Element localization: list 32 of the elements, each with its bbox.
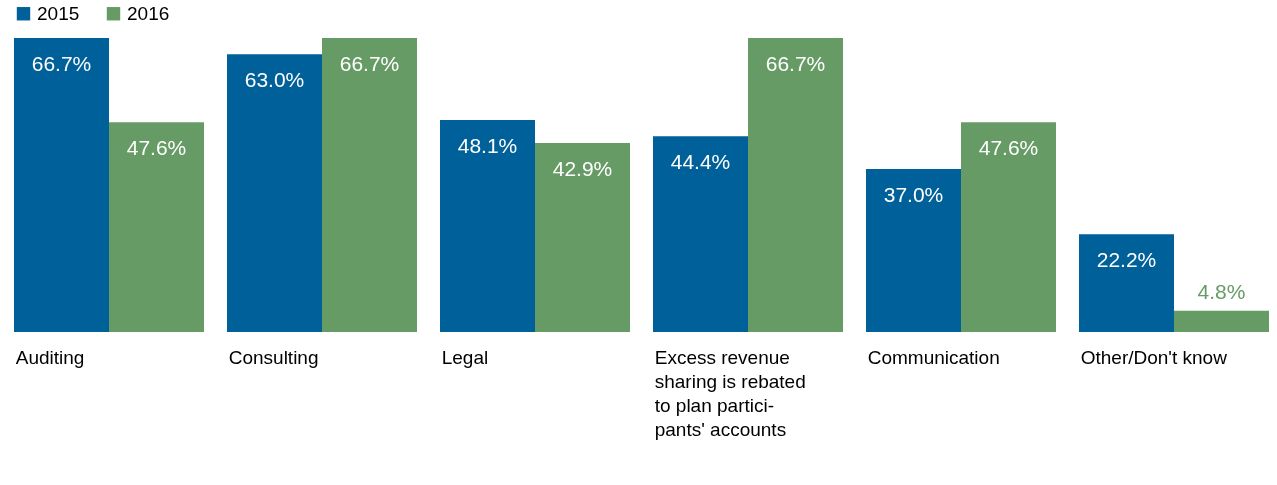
- data-label: 4.8%: [1197, 279, 1246, 303]
- data-label: 37.0%: [883, 182, 944, 206]
- data-label: 47.6%: [126, 136, 187, 160]
- x-tick-label: Excess revenue sharing is rebated to plan partici- pants' accounts: [654, 346, 806, 440]
- bar: [961, 122, 1056, 332]
- data-label: 48.1%: [457, 133, 518, 157]
- data-label: 47.6%: [978, 136, 1039, 160]
- data-label: 22.2%: [1096, 248, 1157, 272]
- bar: [748, 38, 843, 332]
- data-label: 66.7%: [339, 52, 400, 75]
- bar: [14, 38, 109, 332]
- data-label: 66.7%: [31, 52, 92, 75]
- x-tick-label: Auditing: [15, 346, 85, 368]
- data-label: 66.7%: [765, 52, 826, 75]
- x-tick-label: Legal: [441, 346, 489, 368]
- x-tick-label: Other/Don't know: [1080, 346, 1228, 368]
- data-label: 63.0%: [244, 68, 305, 92]
- x-tick-label: Consulting: [228, 346, 319, 368]
- data-label: 44.4%: [670, 150, 731, 174]
- data-label: 42.9%: [552, 156, 613, 180]
- bar: [109, 122, 204, 332]
- bar: [535, 142, 630, 332]
- bar: [440, 119, 535, 332]
- legend-label: 2015: [37, 2, 80, 24]
- bar: [227, 54, 322, 332]
- bar: [1079, 234, 1174, 332]
- bar: [653, 136, 748, 332]
- bar: [1174, 310, 1269, 332]
- bar: [866, 168, 961, 332]
- legend-label: 2016: [127, 2, 170, 24]
- bar: [322, 38, 417, 332]
- x-tick-label: Communication: [867, 346, 1000, 368]
